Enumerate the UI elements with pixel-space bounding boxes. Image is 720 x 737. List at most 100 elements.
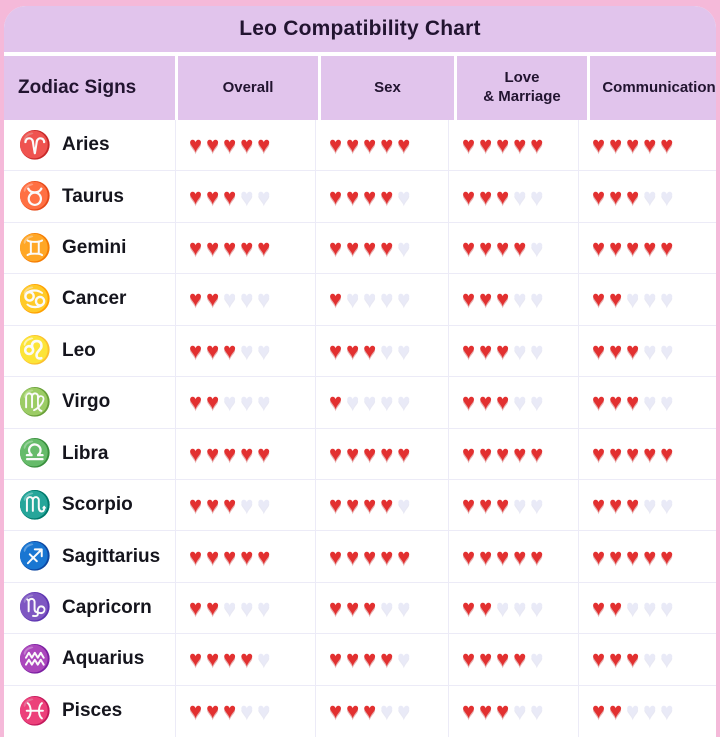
heart-empty-icon: ♥ [530,389,544,415]
rating-cell-communication: ♥ ♥ ♥ ♥ ♥ [578,685,716,737]
heart-filled-icon: ♥ [380,543,394,569]
heart-filled-icon: ♥ [479,132,493,158]
heart-filled-icon: ♥ [513,132,527,158]
rating-cell-sex: ♥ ♥ ♥ ♥ ♥ [315,531,448,582]
zodiac-sign-cell: ♒ Aquarius [4,634,175,684]
table-row: ♏ Scorpio ♥ ♥ ♥ ♥ ♥ ♥ ♥ ♥ ♥ ♥ ♥ ♥ ♥ ♥ ♥ ♥ ♥ ♥ ♥ ♥ [4,479,716,532]
heart-filled-icon: ♥ [496,183,510,209]
heart-empty-icon: ♥ [643,389,657,415]
heart-filled-icon: ♥ [346,492,360,518]
heart-filled-icon: ♥ [206,440,220,466]
rating-cell-overall: ♥ ♥ ♥ ♥ ♥ [175,634,315,685]
rating-cell-love_marriage: ♥ ♥ ♥ ♥ ♥ [448,171,578,222]
heart-filled-icon: ♥ [643,440,657,466]
heart-filled-icon: ♥ [223,132,237,158]
heart-filled-icon: ♥ [462,337,476,363]
rating-cell-sex: ♥ ♥ ♥ ♥ ♥ [315,634,448,685]
rating-cell-love_marriage: ♥ ♥ ♥ ♥ ♥ [448,325,578,377]
scorpio-icon: ♏ [18,489,52,520]
zodiac-sign-name: Pisces [62,700,123,722]
heart-filled-icon: ♥ [513,440,527,466]
rating-cell-sex: ♥ ♥ ♥ ♥ ♥ [315,120,448,171]
heart-filled-icon: ♥ [329,337,343,363]
rating-cell-love_marriage: ♥ ♥ ♥ ♥ ♥ [448,222,578,274]
rating-cell-sex: ♥ ♥ ♥ ♥ ♥ [315,171,448,222]
heart-filled-icon: ♥ [329,286,343,312]
heart-filled-icon: ♥ [462,543,476,569]
heart-filled-icon: ♥ [189,440,203,466]
table-body: ♈ Aries ♥ ♥ ♥ ♥ ♥ ♥ ♥ ♥ ♥ ♥ ♥ ♥ ♥ ♥ ♥ ♥ ♥ ♥ ♥ ♥ ♉ Taurus ♥ ♥… [4,120,716,737]
heart-filled-icon: ♥ [223,543,237,569]
heart-filled-icon: ♥ [240,440,254,466]
heart-filled-icon: ♥ [592,440,606,466]
heart-filled-icon: ♥ [380,235,394,261]
heart-filled-icon: ♥ [592,646,606,672]
heart-filled-icon: ♥ [346,440,360,466]
heart-empty-icon: ♥ [513,389,527,415]
heart-filled-icon: ♥ [626,646,640,672]
heart-filled-icon: ♥ [189,698,203,724]
zodiac-sign-name: Scorpio [62,494,133,516]
heart-filled-icon: ♥ [223,235,237,261]
heart-filled-icon: ♥ [329,389,343,415]
rating-cell-sex: ♥ ♥ ♥ ♥ ♥ [315,222,448,274]
zodiac-sign-name: Aquarius [62,648,145,670]
heart-filled-icon: ♥ [206,594,220,620]
rating-cell-love_marriage: ♥ ♥ ♥ ♥ ♥ [448,582,578,634]
rating-cell-love_marriage: ♥ ♥ ♥ ♥ ♥ [448,274,578,325]
heart-filled-icon: ♥ [363,492,377,518]
heart-filled-icon: ♥ [363,698,377,724]
heart-filled-icon: ♥ [257,235,271,261]
heart-filled-icon: ♥ [206,337,220,363]
heart-filled-icon: ♥ [479,286,493,312]
zodiac-sign-cell: ♍ Virgo [4,377,175,427]
heart-empty-icon: ♥ [660,646,674,672]
heart-empty-icon: ♥ [530,594,544,620]
heart-filled-icon: ♥ [380,492,394,518]
rating-cell-communication: ♥ ♥ ♥ ♥ ♥ [578,582,716,634]
zodiac-sign-cell: ♌ Leo [4,326,175,376]
heart-filled-icon: ♥ [479,235,493,261]
heart-filled-icon: ♥ [206,646,220,672]
table-row: ♒ Aquarius ♥ ♥ ♥ ♥ ♥ ♥ ♥ ♥ ♥ ♥ ♥ ♥ ♥ ♥ ♥ ♥ ♥ ♥ ♥ ♥ [4,634,716,686]
heart-filled-icon: ♥ [609,132,623,158]
heart-empty-icon: ♥ [240,337,254,363]
heart-empty-icon: ♥ [660,594,674,620]
aquarius-icon: ♒ [18,643,52,674]
heart-filled-icon: ♥ [380,646,394,672]
heart-empty-icon: ♥ [397,235,411,261]
heart-filled-icon: ♥ [363,235,377,261]
heart-filled-icon: ♥ [496,646,510,672]
zodiac-sign-name: Taurus [62,185,124,207]
leo-icon: ♌ [18,335,52,366]
heart-filled-icon: ♥ [363,132,377,158]
heart-empty-icon: ♥ [643,492,657,518]
heart-filled-icon: ♥ [397,543,411,569]
heart-filled-icon: ♥ [189,337,203,363]
heart-filled-icon: ♥ [479,492,493,518]
heart-empty-icon: ♥ [626,594,640,620]
heart-filled-icon: ♥ [206,543,220,569]
heart-empty-icon: ♥ [626,286,640,312]
heart-filled-icon: ♥ [462,440,476,466]
capricorn-icon: ♑ [18,592,52,623]
heart-filled-icon: ♥ [530,543,544,569]
heart-filled-icon: ♥ [206,492,220,518]
zodiac-sign-name: Capricorn [62,596,152,618]
heart-empty-icon: ♥ [530,183,544,209]
heart-empty-icon: ♥ [643,646,657,672]
taurus-icon: ♉ [18,181,52,212]
heart-filled-icon: ♥ [479,389,493,415]
zodiac-sign-cell: ♑ Capricorn [4,583,175,633]
zodiac-sign-name: Gemini [62,237,127,259]
rating-cell-communication: ♥ ♥ ♥ ♥ ♥ [578,222,716,274]
heart-empty-icon: ♥ [660,286,674,312]
heart-filled-icon: ♥ [397,132,411,158]
rating-cell-communication: ♥ ♥ ♥ ♥ ♥ [578,171,716,222]
heart-filled-icon: ♥ [346,543,360,569]
heart-filled-icon: ♥ [329,594,343,620]
column-header-zodiac: Zodiac Signs [4,56,175,120]
heart-empty-icon: ♥ [397,389,411,415]
heart-filled-icon: ♥ [346,235,360,261]
zodiac-sign-name: Virgo [62,391,111,413]
